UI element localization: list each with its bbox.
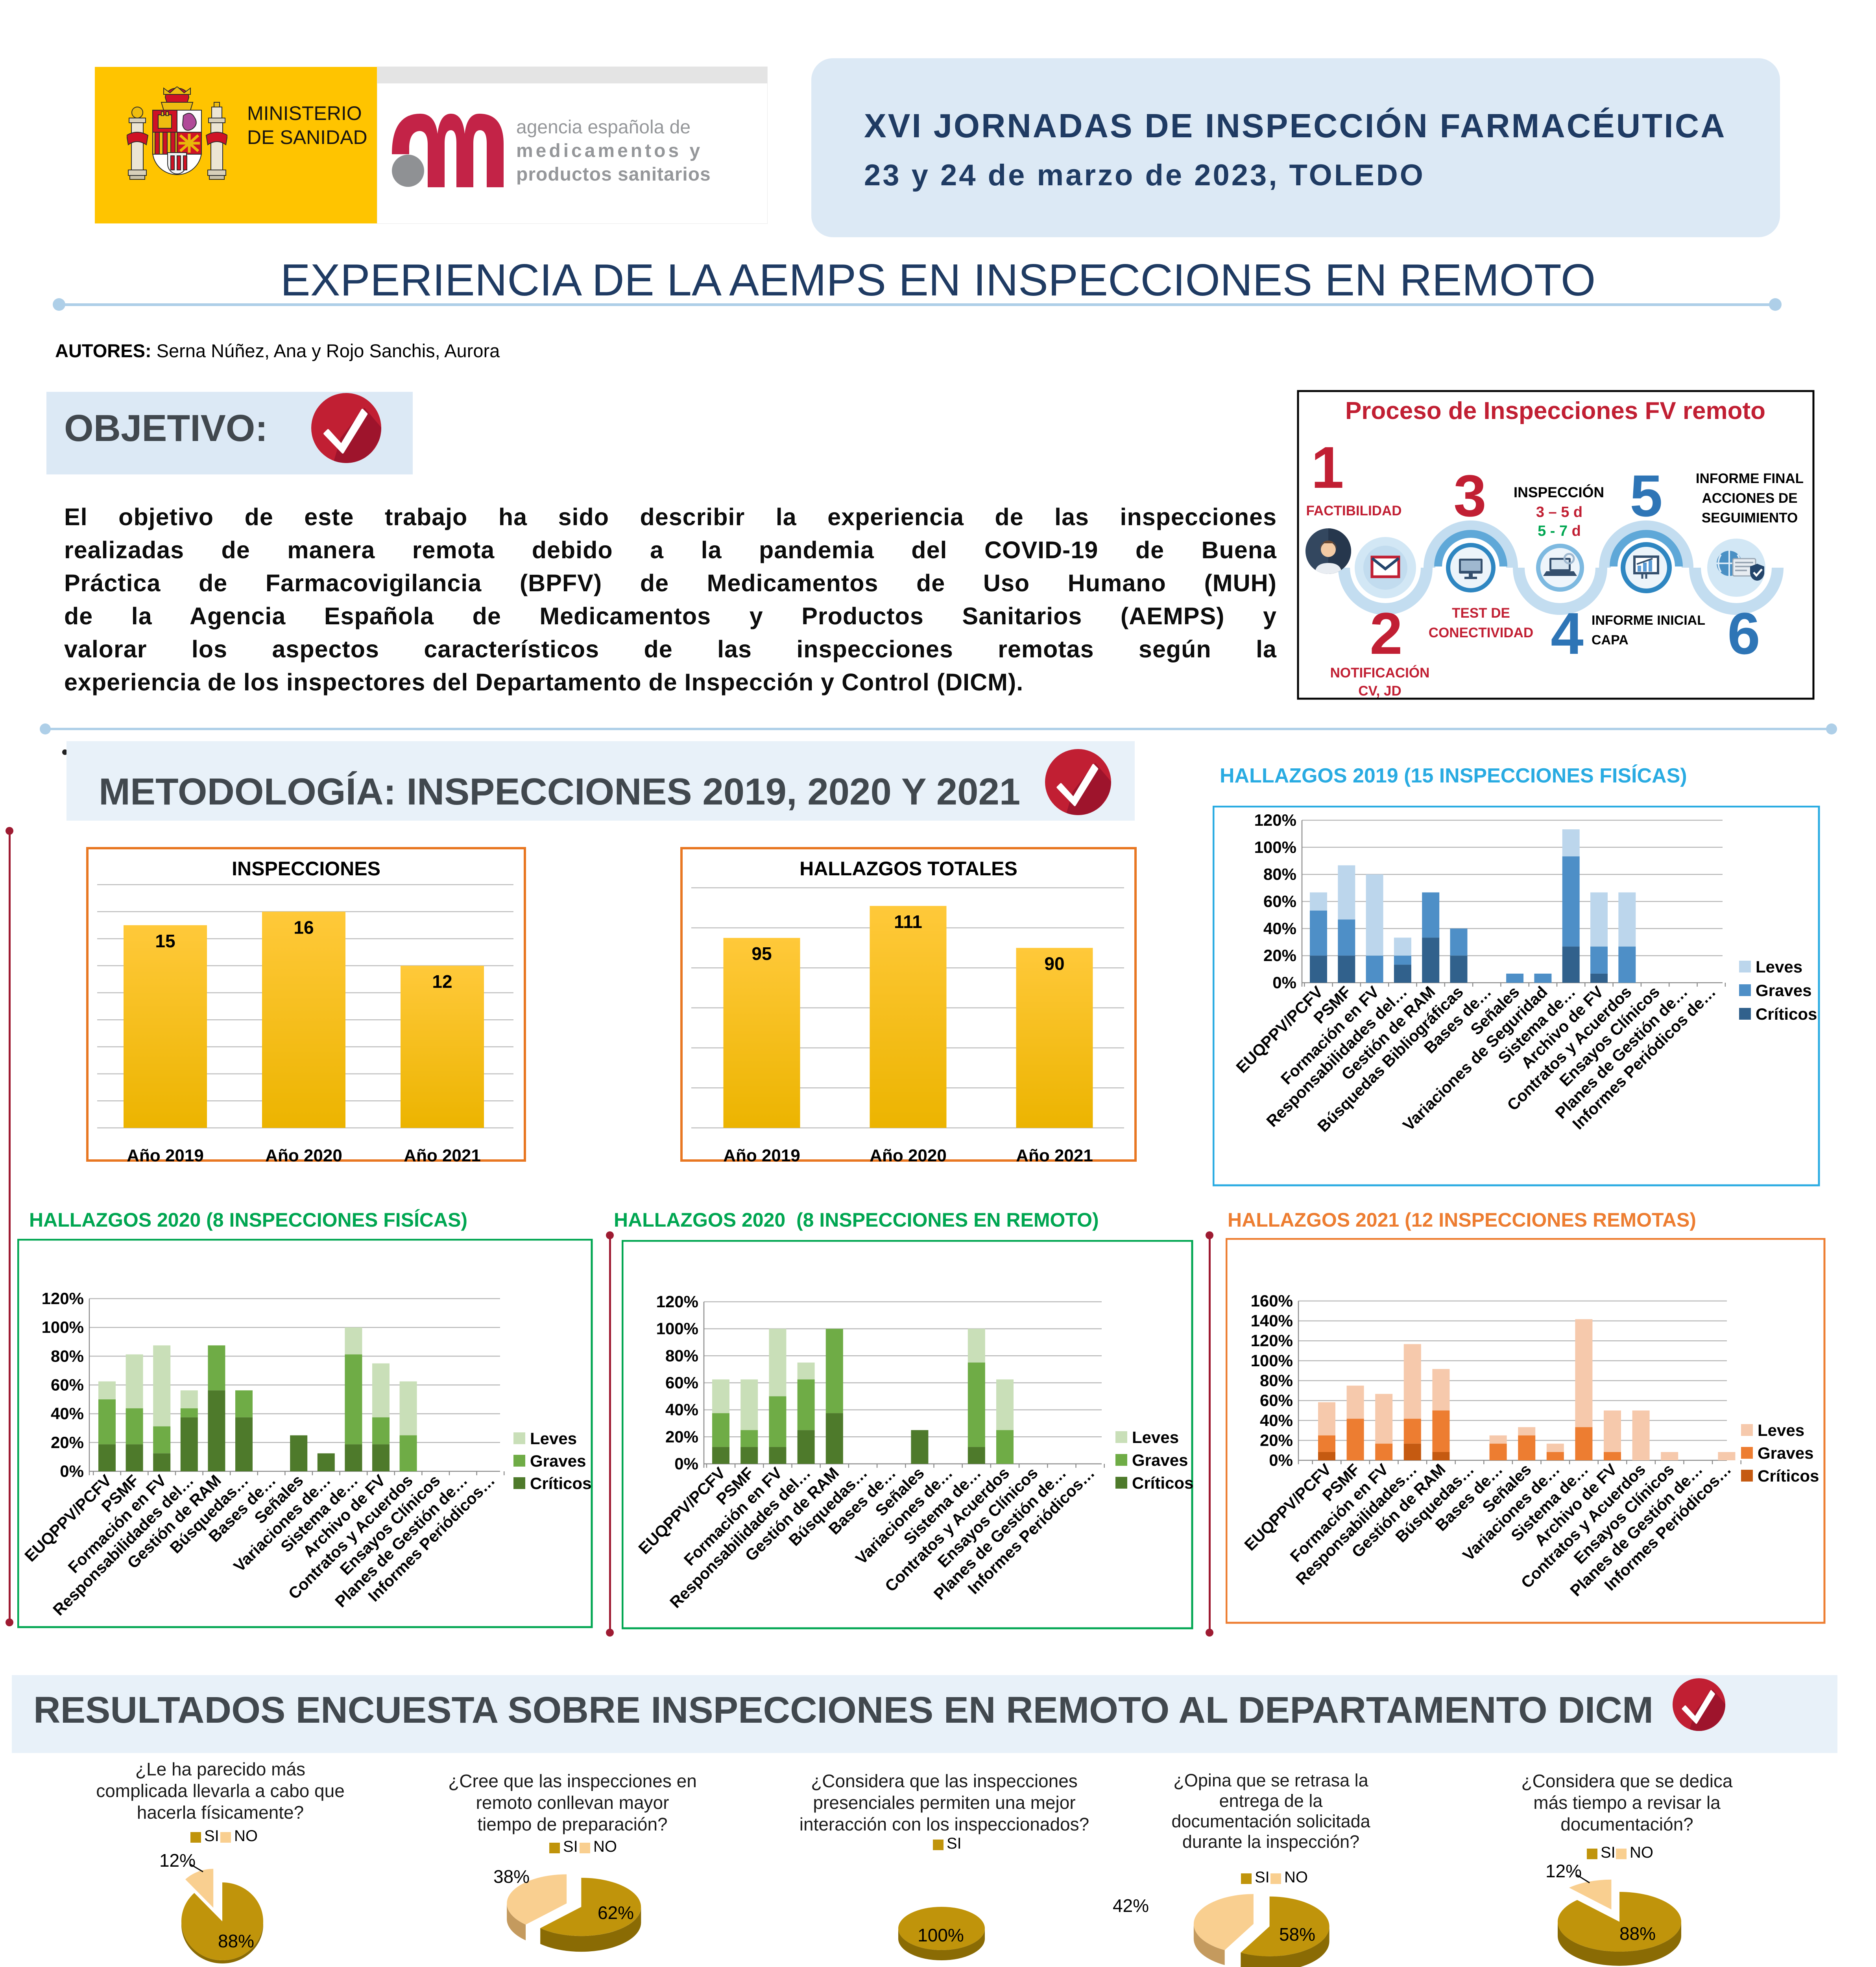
svg-text:100%: 100% <box>1251 1351 1293 1370</box>
svg-text:Año 2020: Año 2020 <box>870 1146 947 1162</box>
svg-text:62%: 62% <box>598 1902 634 1923</box>
svg-text:40%: 40% <box>51 1404 84 1423</box>
svg-text:100%: 100% <box>656 1319 698 1338</box>
svg-text:Graves: Graves <box>1758 1444 1813 1462</box>
svg-text:Año 2020: Año 2020 <box>265 1146 342 1162</box>
svg-text:80%: 80% <box>1260 1371 1293 1390</box>
svg-text:12: 12 <box>432 971 452 992</box>
svg-text:88%: 88% <box>1619 1923 1656 1944</box>
svg-text:120%: 120% <box>1254 811 1296 829</box>
svg-text:88%: 88% <box>218 1931 254 1951</box>
svg-text:Graves: Graves <box>1756 981 1811 1000</box>
svg-text:Leves: Leves <box>530 1429 577 1448</box>
svg-text:120%: 120% <box>42 1289 84 1308</box>
svg-text:3 – 5 d: 3 – 5 d <box>1536 504 1582 520</box>
svg-text:INFORME FINAL: INFORME FINAL <box>1696 471 1804 486</box>
svg-text:Críticos: Críticos <box>1758 1467 1819 1485</box>
svg-text:95: 95 <box>752 943 772 964</box>
svg-text:Críticos: Críticos <box>530 1474 591 1493</box>
svg-text:80%: 80% <box>51 1347 84 1365</box>
svg-text:0%: 0% <box>60 1462 84 1480</box>
svg-text:0%: 0% <box>674 1454 698 1473</box>
svg-text:160%: 160% <box>1251 1292 1293 1310</box>
svg-text:ACCIONES DE: ACCIONES DE <box>1702 491 1797 506</box>
svg-text:3: 3 <box>1453 463 1486 529</box>
svg-text:15: 15 <box>155 931 175 951</box>
svg-text:CAPA: CAPA <box>1592 633 1629 648</box>
svg-text:Leves: Leves <box>1758 1421 1804 1439</box>
svg-text:100%: 100% <box>918 1925 964 1945</box>
svg-text:20%: 20% <box>1260 1431 1293 1449</box>
svg-text:SEGUIMIENTO: SEGUIMIENTO <box>1702 510 1798 526</box>
svg-text:80%: 80% <box>1263 865 1296 884</box>
svg-text:Proceso de Inspecciones FV rem: Proceso de Inspecciones FV remoto <box>1345 397 1765 424</box>
svg-text:12%: 12% <box>159 1850 196 1871</box>
svg-text:CONECTIVIDAD: CONECTIVIDAD <box>1429 625 1533 640</box>
svg-text:0%: 0% <box>1272 973 1296 992</box>
svg-text:Año 2019: Año 2019 <box>127 1146 204 1162</box>
svg-text:TEST DE: TEST DE <box>1452 605 1510 621</box>
svg-text:40%: 40% <box>665 1401 698 1419</box>
svg-text:120%: 120% <box>656 1292 698 1311</box>
svg-text:Graves: Graves <box>1132 1451 1188 1469</box>
svg-text:FACTIBILIDAD: FACTIBILIDAD <box>1306 503 1401 519</box>
svg-text:40%: 40% <box>1263 919 1296 937</box>
svg-text:INFORME INICIAL: INFORME INICIAL <box>1592 613 1705 628</box>
svg-text:HALLAZGOS TOTALES: HALLAZGOS TOTALES <box>800 858 1017 880</box>
svg-text:90: 90 <box>1044 954 1064 974</box>
svg-text:60%: 60% <box>1263 892 1296 911</box>
svg-text:NOTIFICACIÓN: NOTIFICACIÓN <box>1330 665 1430 681</box>
svg-text:0%: 0% <box>1269 1451 1293 1469</box>
svg-text:2: 2 <box>1370 600 1402 666</box>
svg-text:12%: 12% <box>1545 1861 1582 1881</box>
svg-text:INSPECCIONES: INSPECCIONES <box>232 858 380 880</box>
svg-text:Críticos: Críticos <box>1132 1474 1193 1492</box>
svg-text:INSPECCIÓN: INSPECCIÓN <box>1514 484 1604 500</box>
svg-text:Año 2021: Año 2021 <box>1016 1146 1093 1162</box>
svg-text:CV, JD: CV, JD <box>1358 683 1401 699</box>
svg-text:Leves: Leves <box>1132 1428 1179 1447</box>
svg-text:38%: 38% <box>493 1866 530 1887</box>
svg-text:Críticos: Críticos <box>1756 1005 1817 1023</box>
svg-text:80%: 80% <box>665 1346 698 1365</box>
svg-text:58%: 58% <box>1279 1924 1315 1945</box>
svg-text:42%: 42% <box>1113 1895 1149 1916</box>
svg-text:140%: 140% <box>1251 1312 1293 1330</box>
svg-text:1: 1 <box>1311 434 1344 500</box>
svg-text:20%: 20% <box>51 1433 84 1452</box>
svg-text:111: 111 <box>894 912 922 932</box>
svg-text:6: 6 <box>1727 600 1760 666</box>
svg-text:60%: 60% <box>51 1376 84 1394</box>
svg-text:4: 4 <box>1551 600 1583 666</box>
svg-text:100%: 100% <box>1254 838 1296 856</box>
svg-text:20%: 20% <box>665 1427 698 1446</box>
svg-text:Año 2021: Año 2021 <box>404 1146 481 1162</box>
svg-text:120%: 120% <box>1251 1331 1293 1350</box>
svg-text:Leves: Leves <box>1756 958 1802 976</box>
svg-text:40%: 40% <box>1260 1411 1293 1430</box>
svg-text:Año 2019: Año 2019 <box>723 1146 800 1162</box>
svg-text:5: 5 <box>1630 463 1662 529</box>
svg-text:16: 16 <box>294 917 314 937</box>
svg-text:20%: 20% <box>1263 946 1296 965</box>
svg-text:100%: 100% <box>42 1318 84 1336</box>
svg-text:5 - 7 d: 5 - 7 d <box>1538 523 1581 539</box>
svg-text:60%: 60% <box>1260 1391 1293 1410</box>
svg-text:Graves: Graves <box>530 1452 586 1470</box>
svg-text:60%: 60% <box>665 1373 698 1392</box>
